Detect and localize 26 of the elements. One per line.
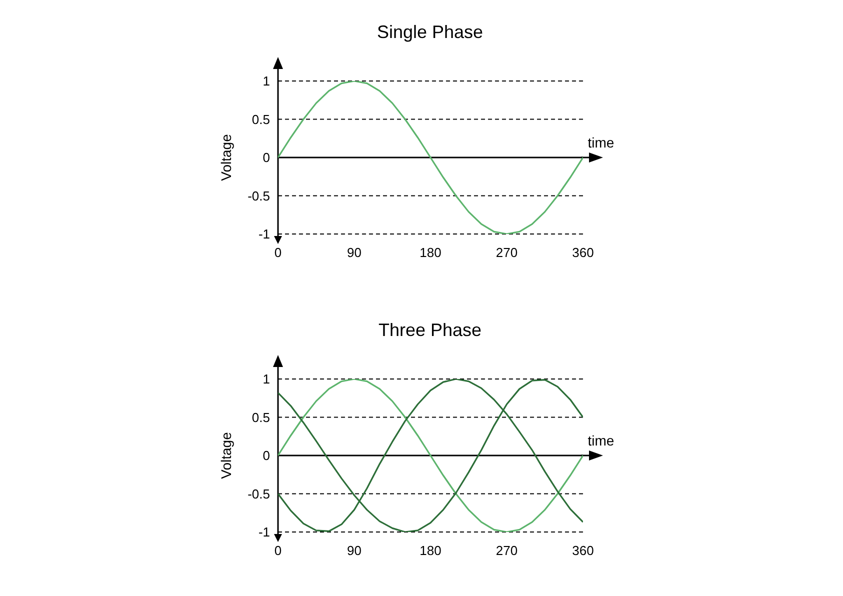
y-tick-label: 0.5 [252, 410, 270, 425]
x-tick-label: 0 [274, 543, 282, 558]
y-axis-title: Voltage [218, 134, 234, 181]
x-tick-label: 0 [274, 245, 282, 260]
x-tick-label: 90 [347, 245, 362, 260]
y-tick-label: 1 [262, 74, 270, 89]
x-tick-label: 360 [572, 543, 594, 558]
x-tick-label: 270 [496, 245, 518, 260]
y-tick-label: 1 [262, 372, 270, 387]
y-tick-label: 0 [262, 150, 270, 166]
y-axis-title: Voltage [218, 432, 234, 479]
x-tick-label: 270 [496, 543, 518, 558]
y-tick-label: -1 [258, 524, 270, 540]
x-axis-title: time [588, 134, 614, 150]
x-tick-label: 360 [572, 245, 594, 260]
y-tick-label: -0.5 [248, 486, 270, 502]
x-tick-label: 180 [420, 245, 442, 260]
chart-title: Single Phase [376, 22, 484, 43]
chart-title: Three Phase [377, 320, 483, 341]
x-axis-title: time [588, 432, 614, 448]
x-tick-label: 90 [347, 543, 362, 558]
y-tick-label: -0.5 [248, 188, 270, 204]
y-tick-label: -1 [258, 226, 270, 242]
x-tick-label: 180 [420, 543, 442, 558]
y-tick-label: 0.5 [252, 112, 270, 127]
y-tick-label: 0 [262, 448, 270, 464]
